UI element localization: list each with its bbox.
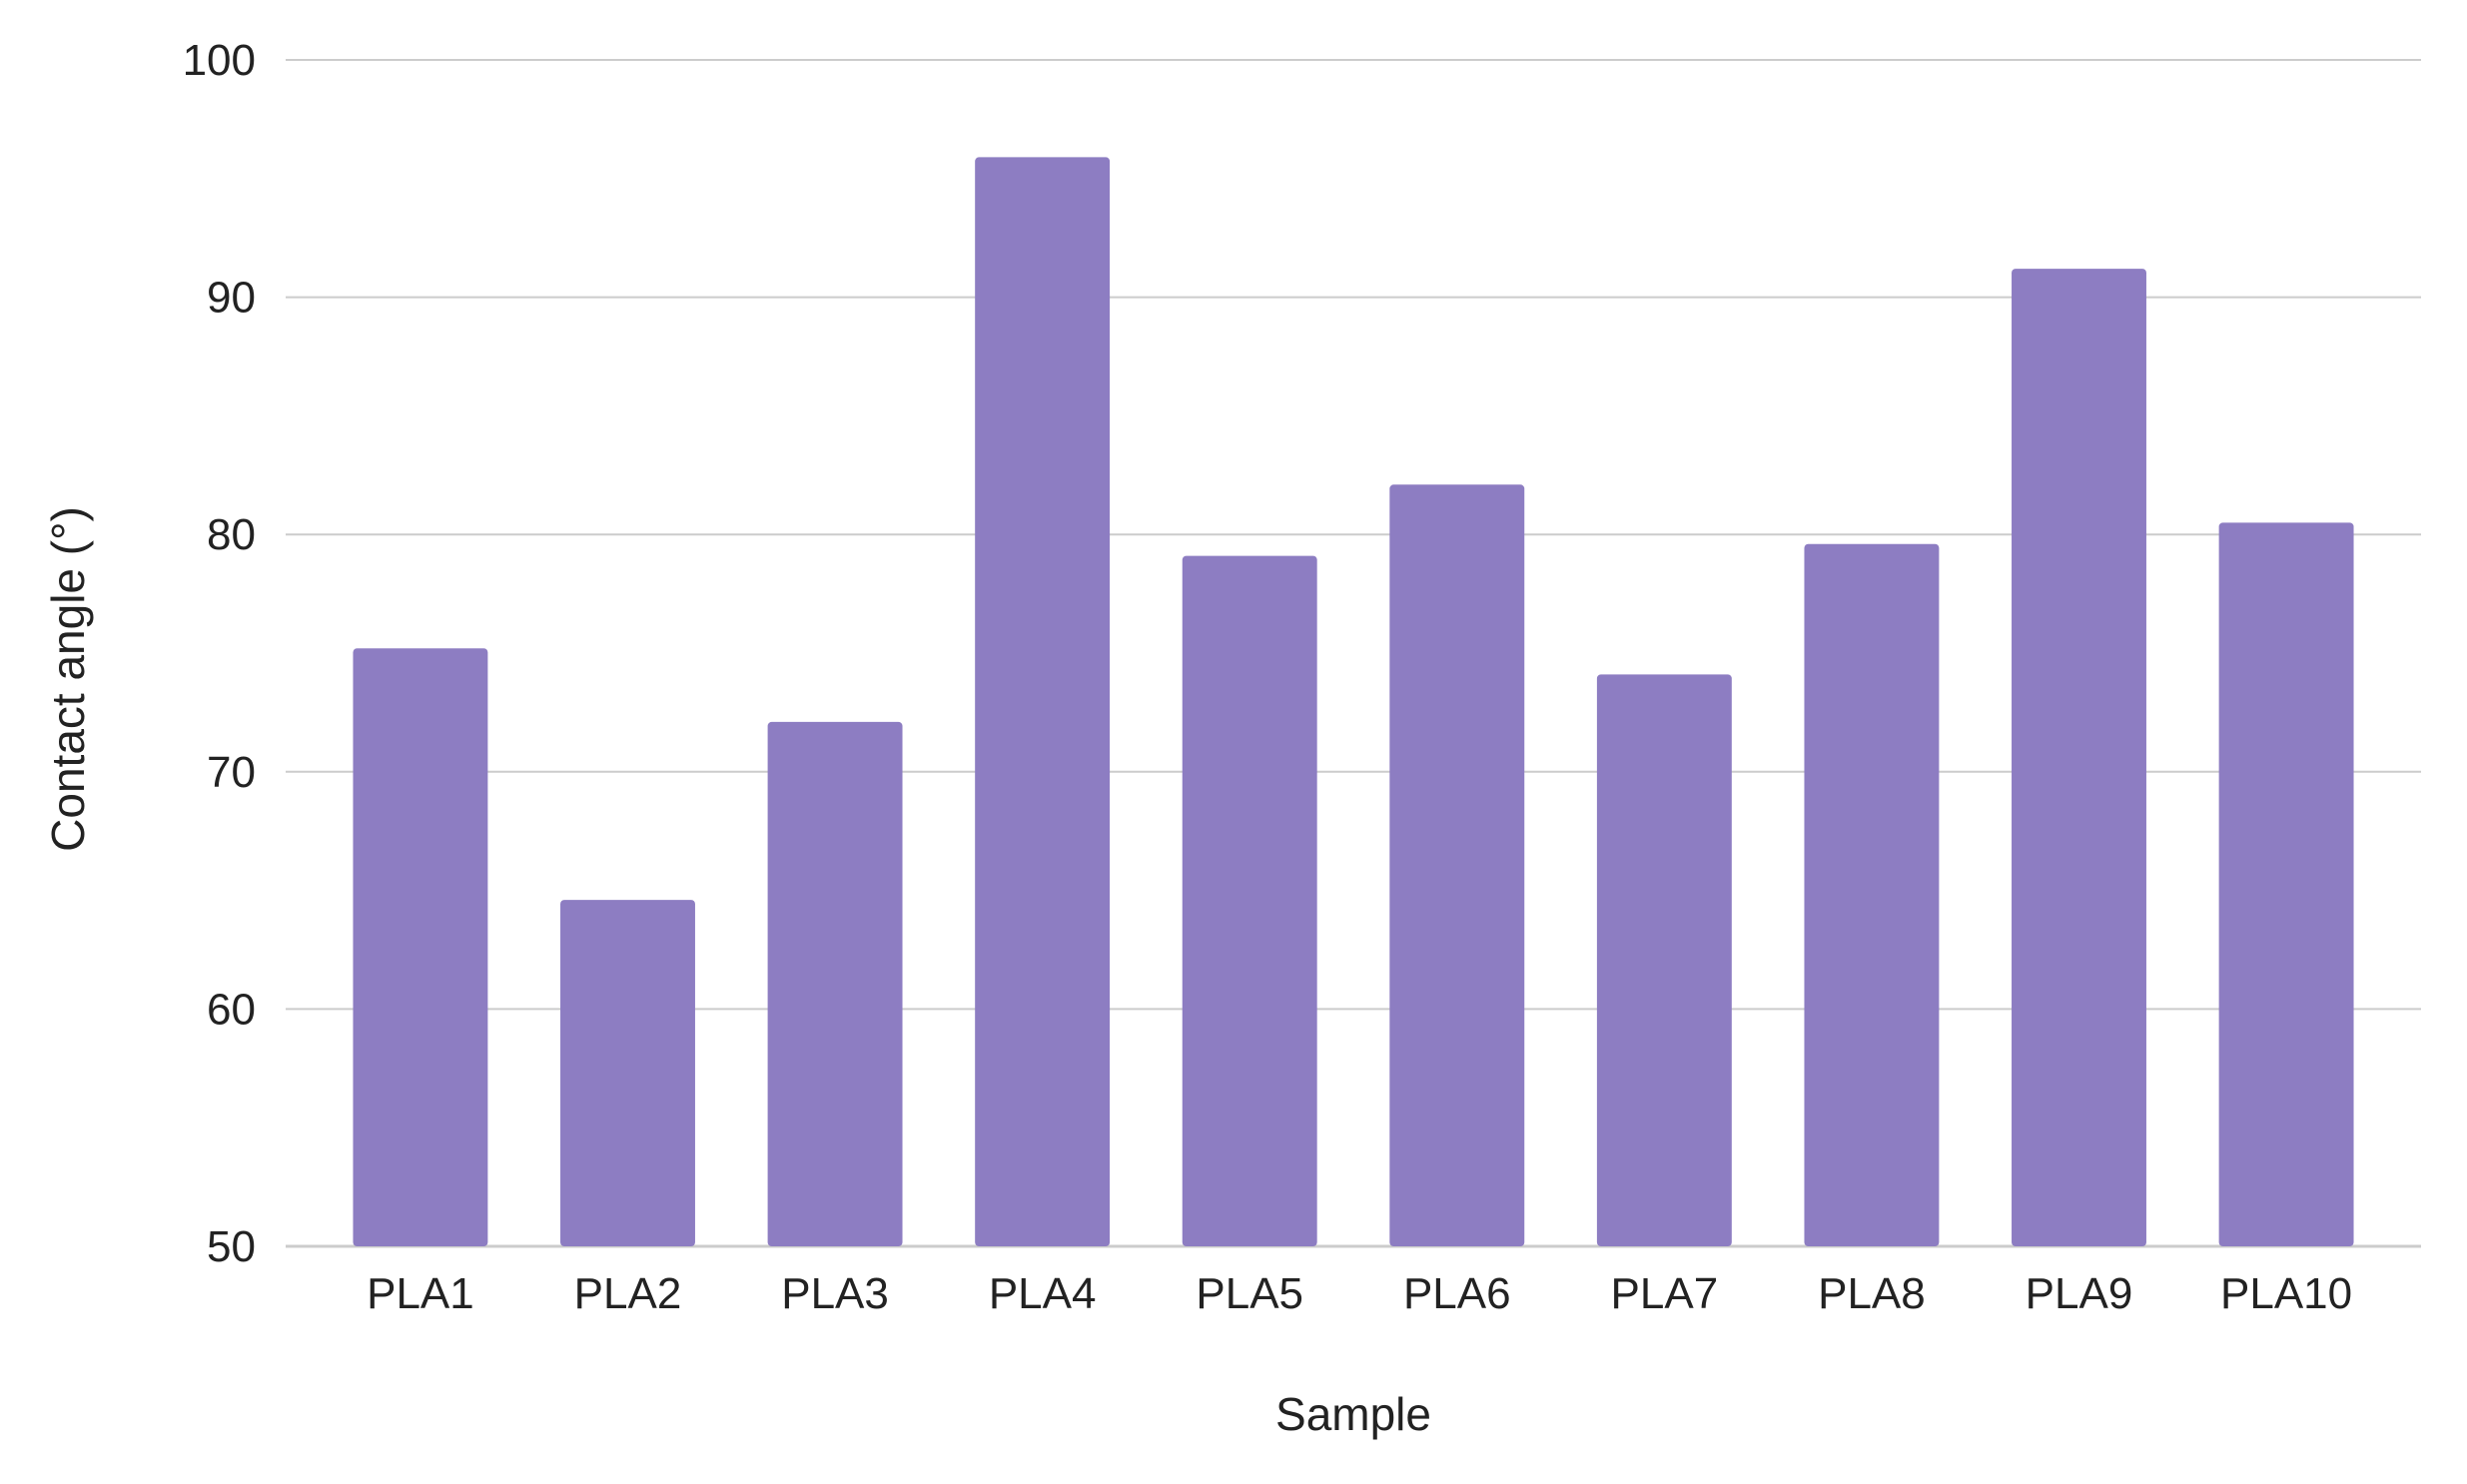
bar-pla10: [2218, 522, 2354, 1246]
x-tick-label: PLA3: [781, 1269, 889, 1318]
x-tick-label: PLA9: [2026, 1269, 2133, 1318]
y-tick-label: 70: [207, 748, 256, 797]
y-axis-ticks: 50 60 70 80 90 100: [183, 36, 256, 1271]
x-tick-label: PLA7: [1611, 1269, 1719, 1318]
bar-pla1: [353, 648, 488, 1246]
bars: [353, 157, 2354, 1247]
y-axis-title: Contact angle (°): [42, 506, 94, 852]
bar-pla9: [2012, 269, 2146, 1246]
y-tick-label: 90: [207, 274, 256, 323]
bar-pla6: [1389, 484, 1525, 1247]
x-tick-label: PLA8: [1818, 1269, 1926, 1318]
y-tick-label: 60: [207, 985, 256, 1034]
y-tick-label: 80: [207, 510, 256, 559]
x-tick-label: PLA5: [1196, 1269, 1303, 1318]
x-tick-label: PLA4: [989, 1269, 1097, 1318]
y-tick-label: 50: [207, 1222, 256, 1271]
bar-pla2: [560, 900, 695, 1246]
x-tick-label: PLA2: [574, 1269, 682, 1318]
x-tick-label: PLA10: [2220, 1269, 2352, 1318]
bar-pla4: [975, 157, 1111, 1246]
x-axis-title: Sample: [1275, 1388, 1431, 1440]
bar-pla7: [1596, 674, 1732, 1246]
y-tick-label: 100: [183, 36, 256, 85]
bar-pla5: [1182, 555, 1317, 1246]
bar-pla8: [1804, 543, 1940, 1246]
x-axis-ticks: PLA1 PLA2 PLA3 PLA4 PLA5 PLA6 PLA7 PLA8 PLA9 PLA1…: [367, 1269, 2352, 1318]
x-tick-label: PLA6: [1403, 1269, 1511, 1318]
x-tick-label: PLA1: [367, 1269, 474, 1318]
bar-pla3: [767, 721, 903, 1246]
